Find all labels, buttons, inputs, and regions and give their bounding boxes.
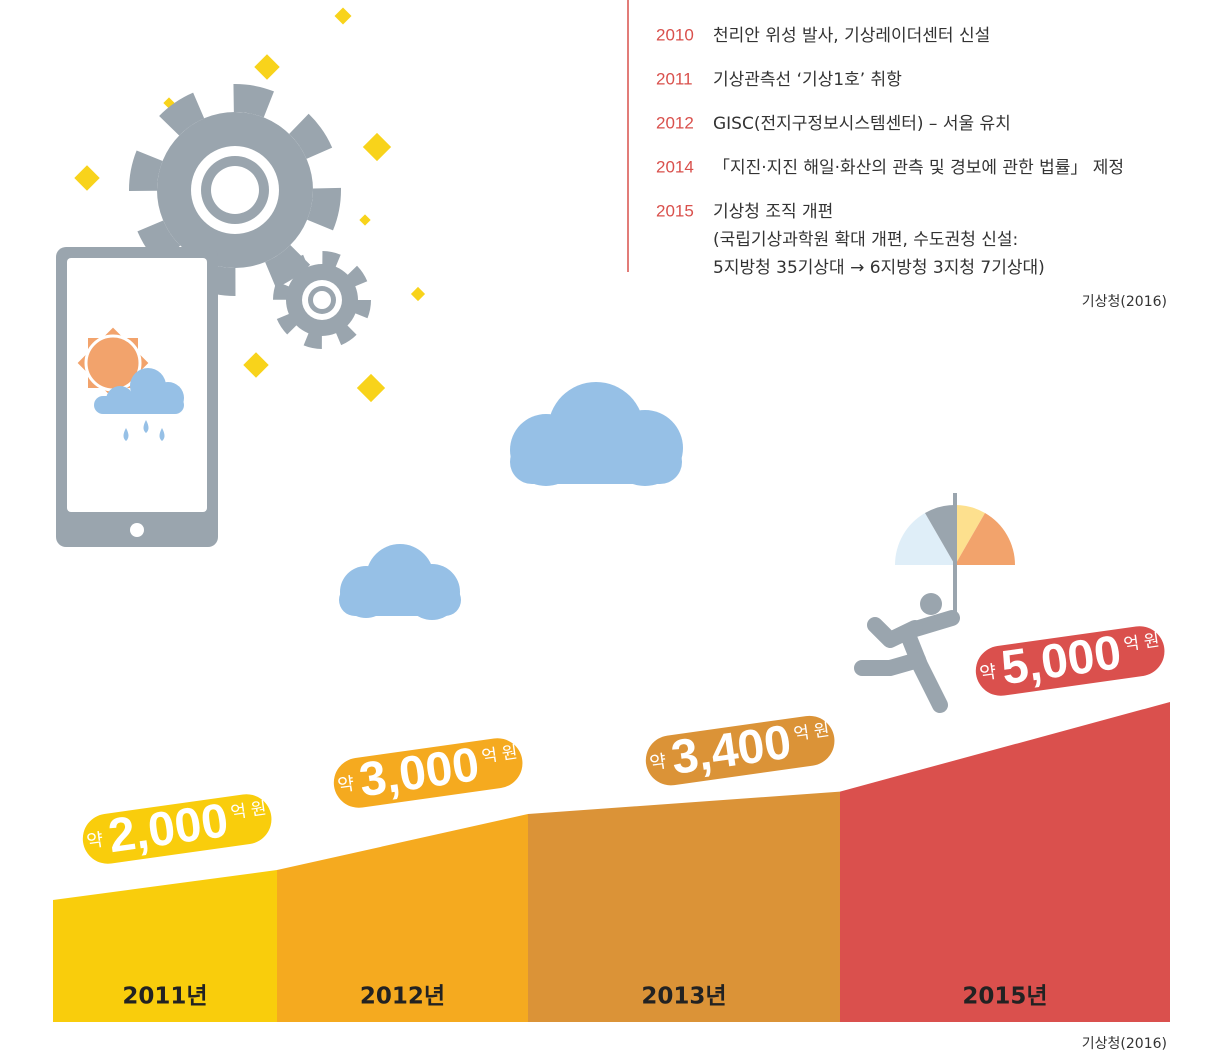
timeline-text: 기상관측선 ‘기상1호’ 취항 <box>713 70 902 90</box>
timeline: 2010 천리안 위성 발사, 기상레이더센터 신설 2011 기상관측선 ‘기상1호… <box>656 25 1124 278</box>
category-label: 2012년 <box>360 984 445 1010</box>
timeline-text: 기상청 조직 개편 <box>713 202 833 222</box>
value-prefix: 약 <box>85 829 104 851</box>
category-label: 2015년 <box>962 984 1047 1010</box>
timeline-text: GISC(전지구정보시스템센터) – 서울 유치 <box>713 114 1011 134</box>
value-label: 약3,000억 원 <box>330 732 526 811</box>
chart: 2011년 약2,000억 원 2012년 약3,000억 원 2013년 약3,400억… <box>53 620 1170 1022</box>
timeline-year: 2014 <box>656 157 694 176</box>
timeline-text: 5지방청 35기상대 → 6지방청 3지청 7기상대) <box>713 258 1045 278</box>
value-prefix: 약 <box>648 751 667 773</box>
category-label: 2011년 <box>122 984 207 1010</box>
value-number: 5,000 <box>998 626 1124 695</box>
timeline-year: 2010 <box>656 25 694 44</box>
timeline-text: 천리안 위성 발사, 기상레이더센터 신설 <box>713 26 990 46</box>
timeline-year: 2015 <box>656 201 694 220</box>
value-prefix: 약 <box>978 661 997 683</box>
value-label: 약3,400억 원 <box>642 709 838 788</box>
category-label: 2013년 <box>641 984 726 1010</box>
value-label: 약2,000억 원 <box>79 788 275 867</box>
chart-source: 기상청(2016) <box>1082 1036 1167 1052</box>
area-segment <box>840 702 1170 1022</box>
value-number: 3,000 <box>356 738 482 807</box>
timeline-year: 2012 <box>656 113 694 132</box>
value-number: 3,400 <box>668 715 794 784</box>
value-label: 약5,000억 원 <box>972 620 1168 699</box>
value-prefix: 약 <box>336 773 355 795</box>
source: 기상청(2016) <box>1082 294 1167 310</box>
timeline-year: 2011 <box>656 69 693 88</box>
timeline-text: (국립기상과학원 확대 개편, 수도권청 신설: <box>713 230 1018 250</box>
value-number: 2,000 <box>105 794 231 863</box>
timeline-text: 「지진·지진 해일·화산의 관측 및 경보에 관한 법률」 제정 <box>713 158 1124 178</box>
infographic: 2010 천리안 위성 발사, 기상레이더센터 신설 2011 기상관측선 ‘기상1호… <box>0 0 1229 1064</box>
decoration <box>56 0 1015 705</box>
